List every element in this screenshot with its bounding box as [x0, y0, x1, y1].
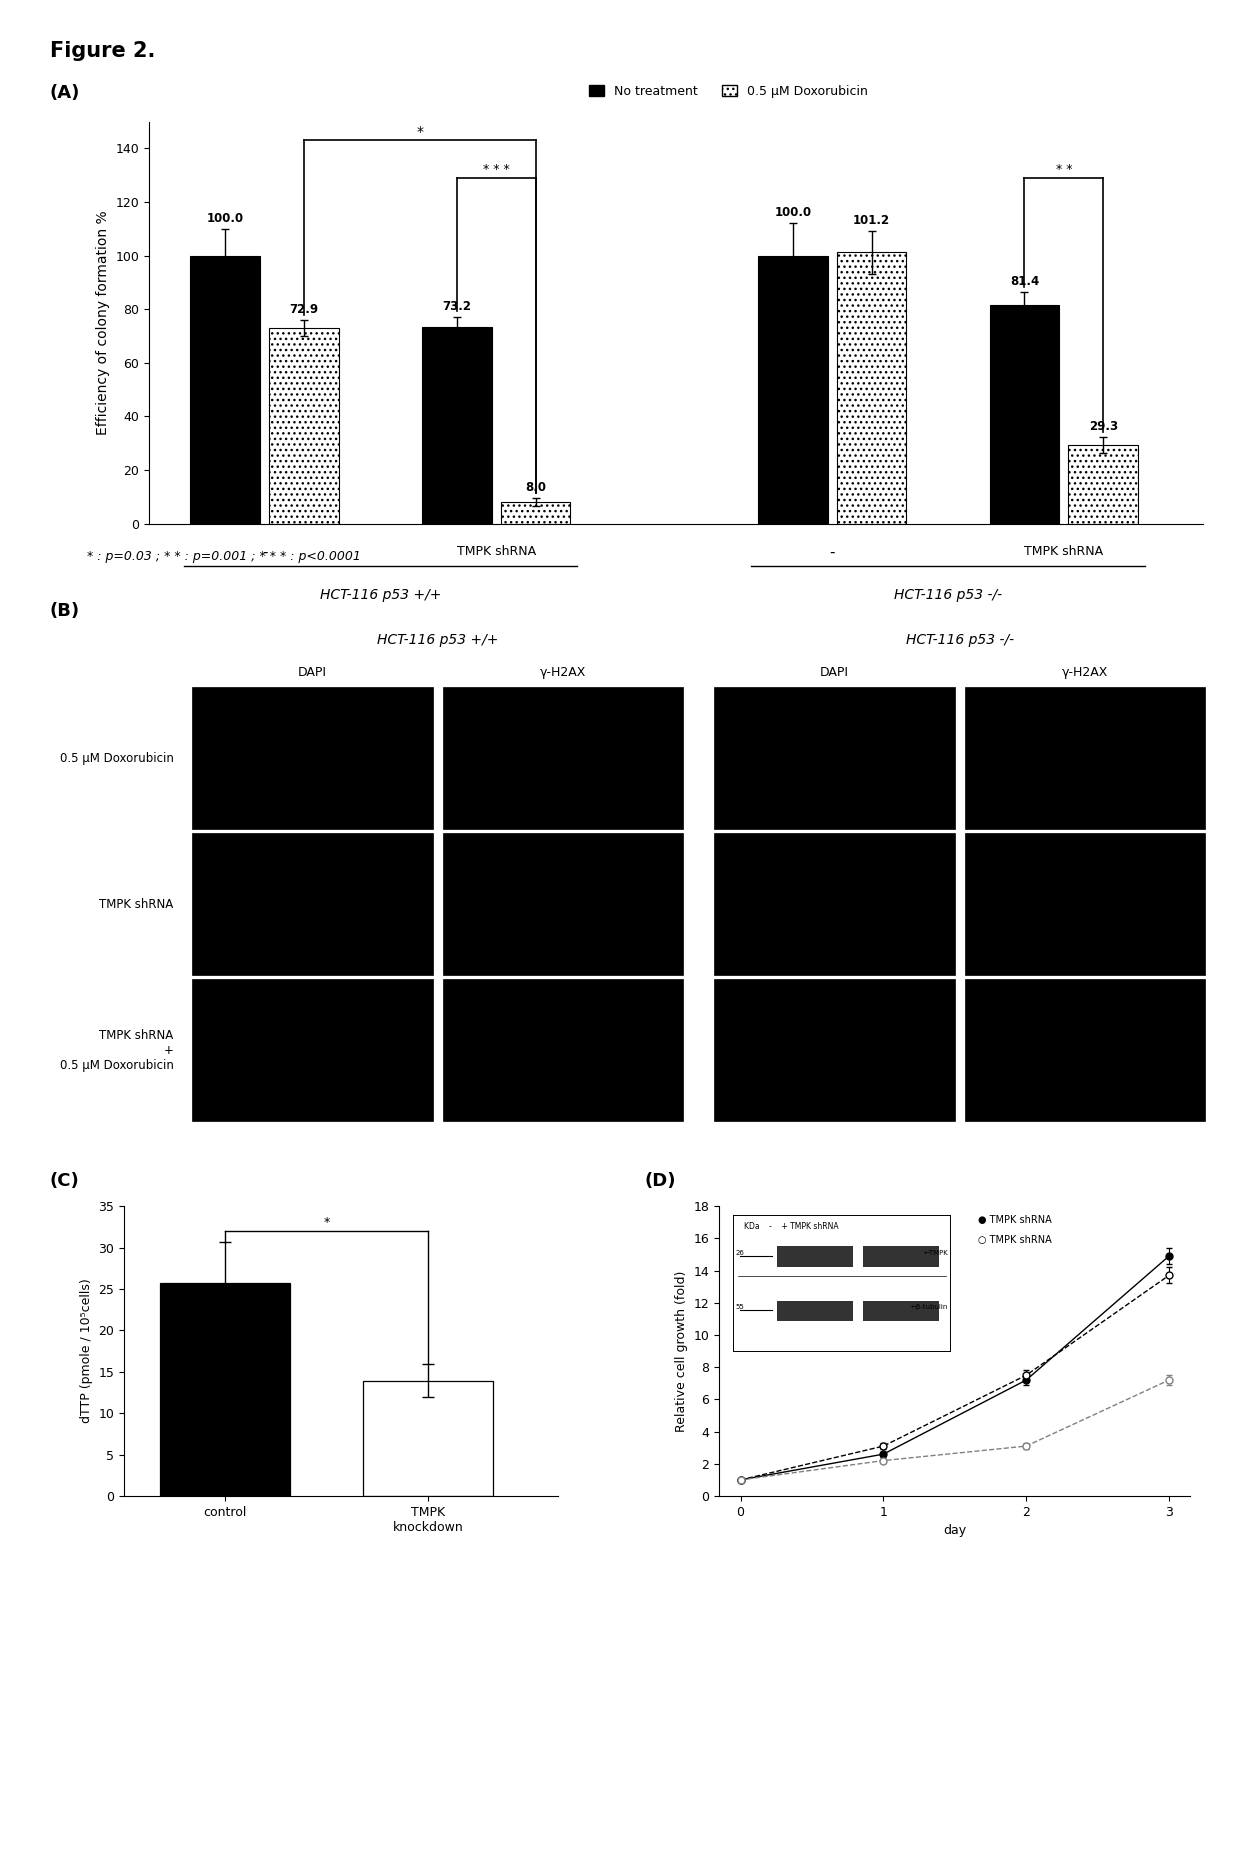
Bar	[192, 980, 433, 1122]
Text: -: -	[262, 544, 268, 559]
Bar	[1069, 445, 1138, 524]
Bar	[269, 329, 339, 524]
Text: (C): (C)	[50, 1172, 79, 1191]
Bar	[990, 305, 1059, 524]
Text: ○ TMPK shRNA: ○ TMPK shRNA	[978, 1234, 1052, 1245]
Bar	[443, 686, 683, 828]
Y-axis label: dTTP (pmole / 10⁵cells): dTTP (pmole / 10⁵cells)	[79, 1279, 93, 1423]
Text: DAPI: DAPI	[298, 666, 327, 679]
Text: Figure 2.: Figure 2.	[50, 41, 155, 62]
Text: HCT-116 p53 -/-: HCT-116 p53 -/-	[894, 587, 1002, 602]
Bar	[965, 834, 1205, 974]
Bar	[422, 327, 491, 524]
Text: *: *	[417, 125, 423, 138]
Text: -: -	[830, 544, 835, 559]
Legend: No treatment, 0.5 μM Doxorubicin: No treatment, 0.5 μM Doxorubicin	[584, 80, 873, 103]
Bar	[443, 980, 683, 1122]
Text: HCT-116 p53 +/+: HCT-116 p53 +/+	[320, 587, 441, 602]
X-axis label: day: day	[944, 1524, 966, 1537]
Bar	[758, 256, 827, 524]
Bar	[965, 980, 1205, 1122]
Text: HCT-116 p53 -/-: HCT-116 p53 -/-	[905, 632, 1014, 647]
Text: *: *	[324, 1216, 330, 1229]
Text: (A): (A)	[50, 84, 79, 103]
Bar	[192, 686, 433, 828]
Bar	[363, 1380, 492, 1496]
Bar	[714, 980, 955, 1122]
Text: 101.2: 101.2	[853, 213, 890, 226]
Y-axis label: Efficiency of colony formation %: Efficiency of colony formation %	[95, 209, 109, 436]
Text: * : p=0.03 ; * * : p=0.001 ; * * * : p<0.0001: * : p=0.03 ; * * : p=0.001 ; * * * : p<0…	[87, 550, 361, 563]
Text: TMPK shRNA
+
0.5 μM Doxorubicin: TMPK shRNA + 0.5 μM Doxorubicin	[60, 1028, 174, 1072]
Text: ● TMPK shRNA: ● TMPK shRNA	[978, 1216, 1052, 1225]
Y-axis label: Relative cell growth (fold): Relative cell growth (fold)	[675, 1270, 688, 1432]
Text: γ-H2AX: γ-H2AX	[539, 666, 587, 679]
Text: 73.2: 73.2	[443, 299, 471, 312]
Bar	[501, 503, 570, 524]
Bar	[160, 1283, 290, 1496]
Bar	[192, 834, 433, 974]
Bar	[714, 834, 955, 974]
Text: * *: * *	[1055, 163, 1073, 176]
Text: 72.9: 72.9	[289, 303, 319, 316]
Bar	[714, 686, 955, 828]
Bar	[837, 252, 906, 524]
Text: HCT-116 p53 +/+: HCT-116 p53 +/+	[377, 632, 498, 647]
Text: 100.0: 100.0	[774, 206, 811, 219]
Text: 8.0: 8.0	[526, 481, 546, 494]
Text: DAPI: DAPI	[820, 666, 849, 679]
Text: γ-H2AX: γ-H2AX	[1061, 666, 1109, 679]
Text: 81.4: 81.4	[1009, 275, 1039, 288]
Bar	[443, 834, 683, 974]
Text: 29.3: 29.3	[1089, 421, 1117, 434]
Text: TMPK shRNA: TMPK shRNA	[456, 544, 536, 557]
Text: * * *: * * *	[482, 163, 510, 176]
Text: TMPK shRNA: TMPK shRNA	[1024, 544, 1104, 557]
Bar	[965, 686, 1205, 828]
Text: 100.0: 100.0	[207, 211, 244, 224]
Bar	[191, 256, 260, 524]
Text: 0.5 μM Doxorubicin: 0.5 μM Doxorubicin	[60, 752, 174, 765]
Text: (B): (B)	[50, 602, 79, 621]
Text: (D): (D)	[645, 1172, 676, 1191]
Text: TMPK shRNA: TMPK shRNA	[99, 898, 174, 911]
